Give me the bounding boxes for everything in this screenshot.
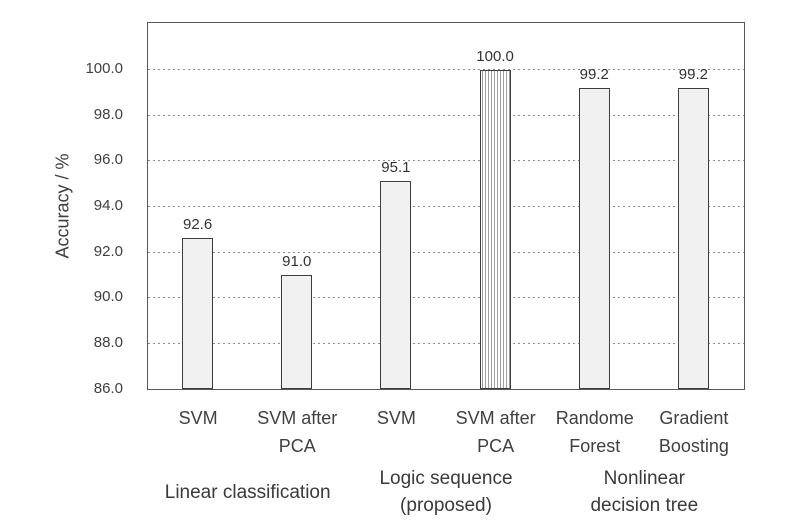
gridline xyxy=(148,160,744,162)
x-category-label: Randome Forest xyxy=(555,408,634,456)
gridline xyxy=(148,206,744,207)
bar-value-label: 91.0 xyxy=(282,252,312,270)
bar xyxy=(380,181,412,389)
y-tick-label: 90.0 xyxy=(93,288,123,306)
x-category-label: Gradient Boosting xyxy=(658,408,729,456)
gridline xyxy=(148,251,744,253)
gridline xyxy=(148,114,744,116)
bar xyxy=(677,87,709,389)
bar xyxy=(182,238,214,389)
x-category-label: SVM after PCA xyxy=(257,408,338,456)
x-group-label: Nonlinear decision tree xyxy=(590,468,699,516)
gridline xyxy=(148,69,744,71)
x-category-label: SVM xyxy=(376,408,416,428)
x-group-label: Logic sequence (proposed) xyxy=(379,468,513,516)
y-tick-label: 98.0 xyxy=(93,105,123,123)
bar-value-label: 92.6 xyxy=(182,216,213,234)
gridline xyxy=(148,297,744,299)
y-tick-label: 96.0 xyxy=(93,151,123,169)
x-category-label: SVM after PCA xyxy=(455,408,536,456)
x-group-label: Linear classification xyxy=(164,481,331,503)
plot-area: 92.6 91.0 95.1 100.0 99.2 99.2 xyxy=(147,22,745,390)
y-tick-label: 94.0 xyxy=(93,197,123,214)
gridline xyxy=(148,342,744,344)
bar xyxy=(578,87,610,389)
y-tick-label: 92.0 xyxy=(93,242,123,260)
bar xyxy=(479,69,511,389)
bar-value-label: 95.1 xyxy=(381,159,411,177)
y-tick-label: 100.0 xyxy=(85,60,123,78)
bar-value-label: 100.0 xyxy=(476,47,514,65)
y-tick-label: 88.0 xyxy=(93,333,123,351)
x-category-label: SVM xyxy=(178,408,218,428)
bar xyxy=(281,274,313,389)
y-tick-label: 86.0 xyxy=(93,379,123,397)
bar-value-label: 99.2 xyxy=(579,65,609,83)
bar-value-label: 99.2 xyxy=(678,65,709,83)
